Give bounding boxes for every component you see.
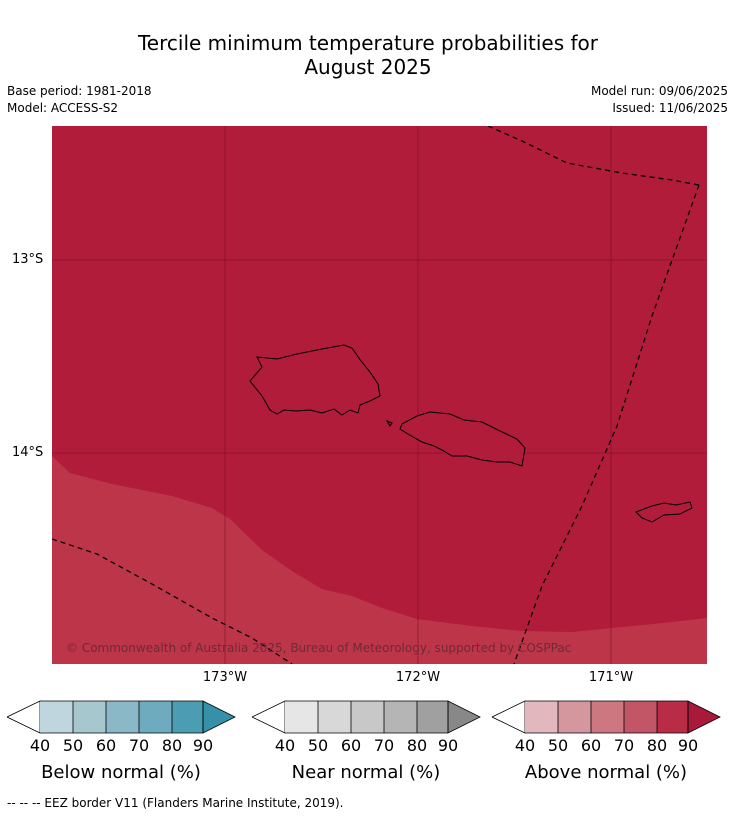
model-name: Model: ACCESS-S2 [7,101,119,115]
colorbar-near-bin-60-70 [351,701,384,733]
eez-border-north [487,126,700,186]
colorbar-near-bin-80-90 [417,701,448,733]
lon-label-171w: 171°W [588,670,634,685]
colorbar-near-bin-70-80 [384,701,417,733]
meta-right: Model run: 09/06/2025 Issued: 11/06/2025 [591,83,728,117]
base-period: Base period: 1981-2018 [7,84,152,98]
grid-lines [52,126,707,664]
colorbar-above-tick-50: 50 [547,736,569,755]
colorbar-above-over-arrow [687,700,721,734]
colorbar-below-over-arrow [202,700,236,734]
colorbar-below-bin-80-90 [172,701,203,733]
colorbar-near-over-arrow [447,700,481,734]
colorbar-near-tick-80: 80 [406,736,428,755]
colorbar-below-bin-60-70 [106,701,139,733]
colorbar-below-tick-80: 80 [161,736,183,755]
colorbar-near-bin-50-60 [318,701,351,733]
colorbar-above-swatches [491,700,721,734]
colorbar-above-tick-90: 90 [677,736,699,755]
colorbar-below-swatches [6,700,236,734]
colorbar-near-tick-90: 90 [437,736,459,755]
colorbar-near-bin-40-50 [285,701,318,733]
colorbar-above-bin-60-70 [591,701,624,733]
copyright-notice: © Commonwealth of Australia 2025, Bureau… [66,641,572,655]
lon-label-172w: 172°W [395,670,441,685]
colorbar-above-bin-80-90 [657,701,688,733]
colorbar-above-tick-80: 80 [646,736,668,755]
map-canvas [52,126,707,664]
colorbar-below-tick-90: 90 [192,736,214,755]
colorbar-below-tick-40: 40 [29,736,51,755]
colorbar-below-tick-60: 60 [95,736,117,755]
model-run-date: Model run: 09/06/2025 [590,84,728,98]
colorbar-above-tick-40: 40 [514,736,536,755]
colorbar-above-tick-60: 60 [580,736,602,755]
colorbar-below-bin-50-60 [73,701,106,733]
colorbar-near-tick-70: 70 [373,736,395,755]
chart-title: Tercile minimum temperature probabilitie… [0,31,736,79]
colorbar-above-bin-40-50 [525,701,558,733]
colorbar-near-normal: 40 50 60 70 80 90 Near normal (%) [251,700,481,783]
map-panel [52,126,707,664]
island-manono [385,419,393,427]
colorbar-near-tick-50: 50 [307,736,329,755]
eez-border-south [52,538,293,664]
colorbar-near-tick-40: 40 [274,736,296,755]
colorbar-near-under-arrow [251,700,286,734]
colorbar-above-normal: 40 50 60 70 80 90 Above normal (%) [491,700,721,783]
island-upolu [399,411,526,467]
lat-label-13s: 13°S [12,252,44,267]
island-tutuila [635,501,693,523]
colorbar-above-tick-70: 70 [613,736,635,755]
colorbar-above-bin-70-80 [624,701,657,733]
eez-borders [52,126,700,664]
colorbar-near-tick-60: 60 [340,736,362,755]
eez-legend-note: -- -- -- EEZ border V11 (Flanders Marine… [7,796,344,810]
colorbar-below-bin-40-50 [40,701,73,733]
title-line-2: August 2025 [304,55,432,79]
probability-region-70-80 [52,456,707,664]
colorbar-below-label: Below normal (%) [41,762,201,783]
issued-date: Issued: 11/06/2025 [612,101,728,115]
colorbar-above-label: Above normal (%) [524,762,688,783]
island-savaii [249,344,381,416]
colorbar-above-bin-50-60 [558,701,591,733]
meta-left: Base period: 1981-2018 Model: ACCESS-S2 [7,83,152,117]
colorbar-below-under-arrow [6,700,41,734]
coastlines [249,344,693,523]
colorbar-below-bin-70-80 [139,701,172,733]
eez-border-east [513,184,700,664]
colorbar-below-normal: 40 50 60 70 80 90 Below normal (%) [6,700,236,783]
lat-label-14s: 14°S [12,445,44,460]
colorbar-near-label: Near normal (%) [291,762,441,783]
colorbar-below-tick-70: 70 [128,736,150,755]
colorbar-above-under-arrow [491,700,526,734]
colorbar-below-tick-50: 50 [62,736,84,755]
title-line-1: Tercile minimum temperature probabilitie… [137,31,599,55]
colorbar-near-swatches [251,700,481,734]
lon-label-173w: 173°W [202,670,248,685]
